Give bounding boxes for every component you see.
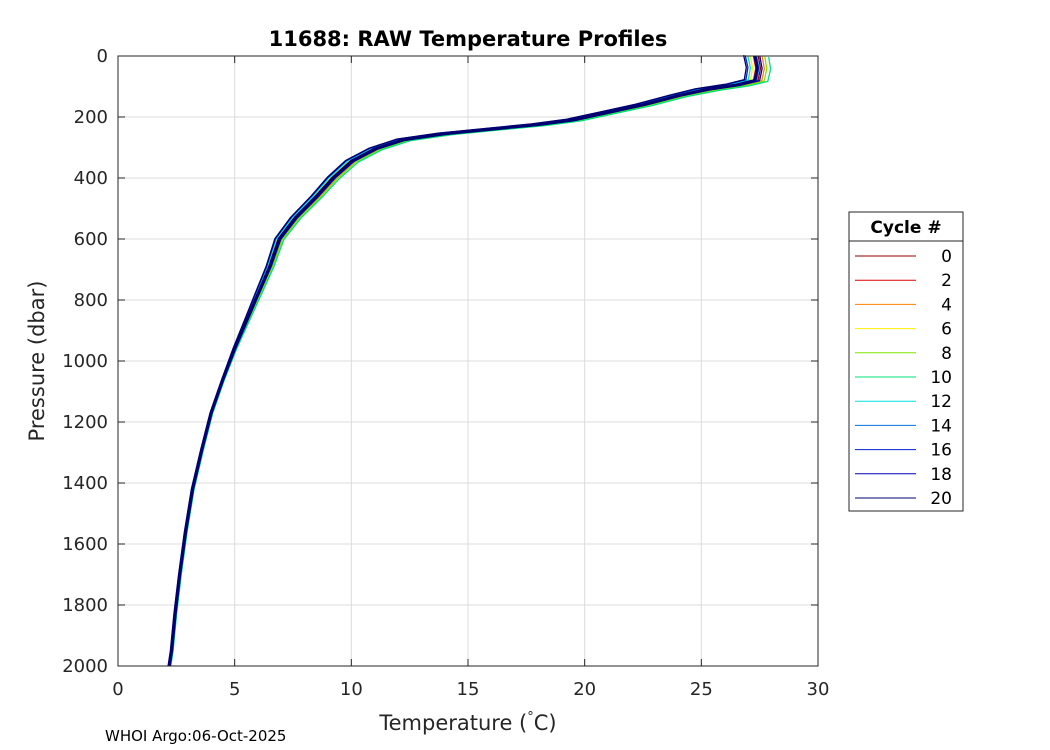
x-axis-label-degree: ° xyxy=(527,710,534,725)
x-tick-label: 20 xyxy=(573,679,596,700)
y-tick-label: 0 xyxy=(97,46,108,67)
legend-label: 0 xyxy=(941,247,952,267)
x-tick-label: 0 xyxy=(112,679,123,700)
legend-label: 14 xyxy=(930,416,952,436)
x-tick-label: 25 xyxy=(690,679,713,700)
legend-label: 12 xyxy=(930,392,952,412)
y-tick-label: 2000 xyxy=(62,656,108,677)
axis-ticks: 0 5 10 15 20 25 30 0 200 400 600 800 1000 1200 1400 160… xyxy=(62,46,829,700)
y-tick-label: 800 xyxy=(74,290,108,311)
footer-stamp: WHOI Argo:06-Oct-2025 xyxy=(105,727,286,745)
legend-label: 18 xyxy=(930,465,952,485)
x-tick-label: 10 xyxy=(340,679,363,700)
profile-lines xyxy=(167,54,772,667)
x-tick-label: 30 xyxy=(807,679,830,700)
chart-title: 11688: RAW Temperature Profiles xyxy=(269,27,668,51)
legend-entries: 0 2 4 6 8 10 12 14 16 18 20 xyxy=(855,247,952,509)
legend-label: 16 xyxy=(930,441,952,461)
y-tick-label: 600 xyxy=(74,229,108,250)
legend-box xyxy=(848,211,964,512)
x-tick-label: 5 xyxy=(229,679,240,700)
y-tick-label: 1200 xyxy=(62,412,108,433)
legend-label: 4 xyxy=(941,295,952,315)
y-tick-label: 1800 xyxy=(62,595,108,616)
x-tick-label: 15 xyxy=(457,679,480,700)
x-axis-label: Temperature (°C) xyxy=(378,710,556,735)
y-tick-label: 200 xyxy=(74,107,108,128)
legend-title: Cycle # xyxy=(870,218,941,238)
profile-line-latest xyxy=(167,55,759,667)
legend: Cycle # 0 2 4 6 8 10 12 14 16 18 20 xyxy=(848,211,964,512)
legend-label: 2 xyxy=(941,271,952,291)
legend-label: 8 xyxy=(941,344,952,364)
y-axis-label: Pressure (dbar) xyxy=(25,281,49,442)
y-tick-label: 1400 xyxy=(62,473,108,494)
x-axis-label-unit: C) xyxy=(534,711,557,735)
y-tick-label: 1000 xyxy=(62,351,108,372)
y-tick-label: 400 xyxy=(74,168,108,189)
legend-label: 20 xyxy=(930,489,952,509)
y-tick-label: 1600 xyxy=(62,534,108,555)
legend-label: 10 xyxy=(930,368,952,388)
x-axis-label-main: Temperature ( xyxy=(378,711,527,735)
legend-label: 6 xyxy=(941,320,952,340)
